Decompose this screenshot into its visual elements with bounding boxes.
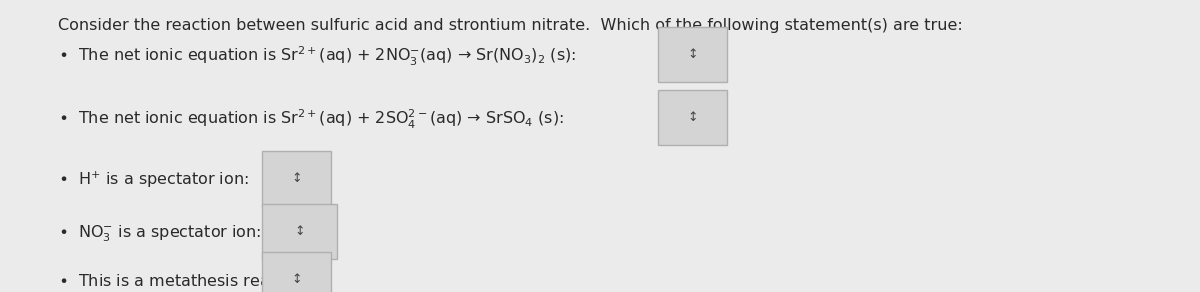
Text: $\bullet$  H$^{+}$ is a spectator ion:: $\bullet$ H$^{+}$ is a spectator ion:	[58, 170, 248, 190]
Text: Consider the reaction between sulfuric acid and strontium nitrate.  Which of the: Consider the reaction between sulfuric a…	[58, 18, 962, 32]
Text: $\bullet$  NO$_{3}^{-}$ is a spectator ion:: $\bullet$ NO$_{3}^{-}$ is a spectator io…	[58, 224, 260, 244]
Bar	[658, 90, 727, 145]
Text: ↕: ↕	[292, 172, 301, 185]
Bar	[658, 27, 727, 82]
Text: $\bullet$  The net ionic equation is Sr$^{2+}$(aq) + 2SO$_{4}^{2-}$(aq) → SrSO$_: $\bullet$ The net ionic equation is Sr$^…	[58, 107, 564, 131]
Text: ↕: ↕	[294, 225, 305, 238]
Text: $\bullet$  This is a metathesis reaction:: $\bullet$ This is a metathesis reaction:	[58, 273, 313, 289]
Text: ↕: ↕	[688, 48, 697, 61]
Bar	[262, 204, 337, 259]
Bar	[262, 252, 331, 292]
Text: ↕: ↕	[292, 273, 301, 286]
Text: ↕: ↕	[688, 111, 697, 124]
Text: $\bullet$  The net ionic equation is Sr$^{2+}$(aq) + 2NO$_{3}^{-}$(aq) → Sr(NO$_: $\bullet$ The net ionic equation is Sr$^…	[58, 45, 576, 68]
Bar	[262, 151, 331, 206]
